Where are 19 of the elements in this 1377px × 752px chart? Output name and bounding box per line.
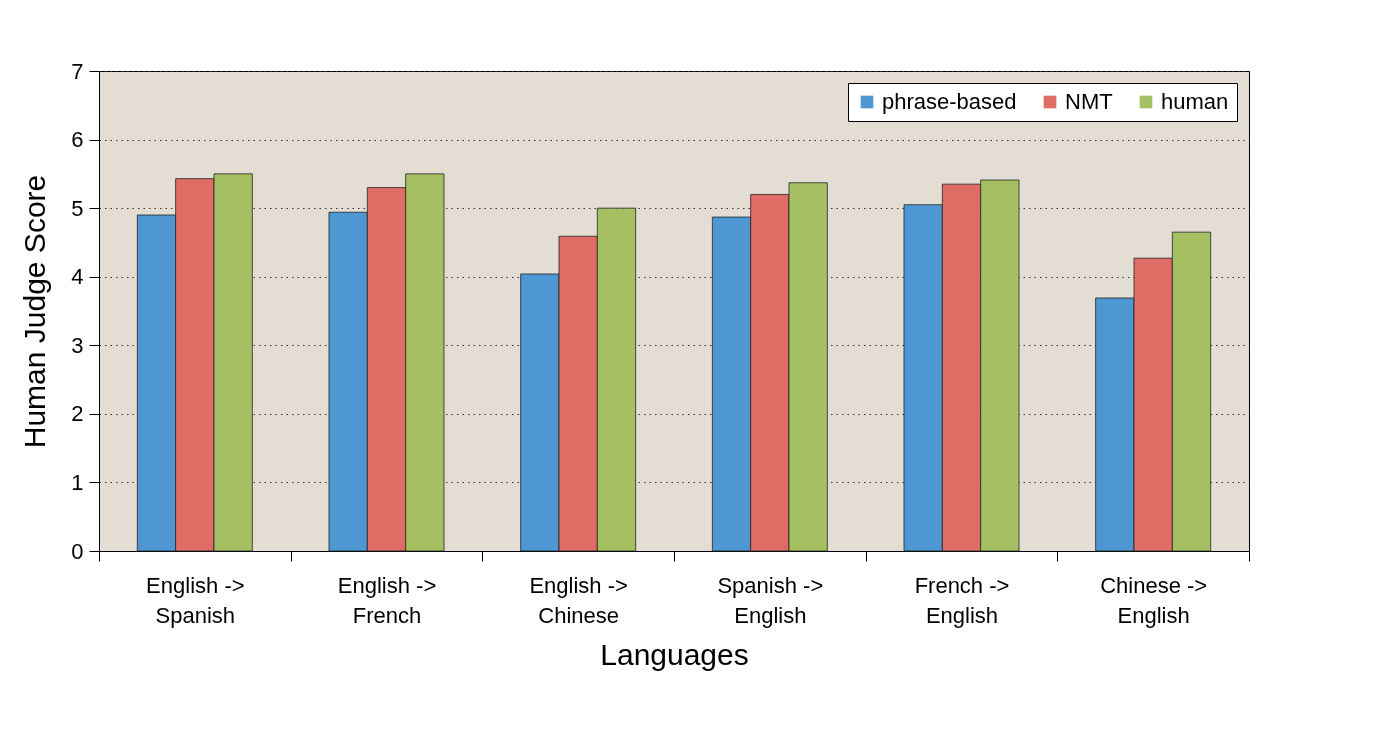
y-tick-label: 3 — [71, 332, 84, 358]
y-tick-label: 7 — [71, 58, 84, 84]
y-tick-label: 2 — [71, 401, 84, 427]
legend-label: NMT — [1065, 89, 1113, 114]
x-tick-label: Chinese -> English — [1100, 572, 1208, 628]
x-tick-label: Spanish -> English — [717, 572, 824, 628]
y-tick-label: 5 — [71, 195, 84, 221]
y-tick-label: 6 — [71, 127, 84, 153]
x-tick-label: French -> English — [914, 572, 1010, 628]
y-axis-title: Human Judge Score — [18, 174, 52, 449]
y-tick-label: 1 — [71, 469, 84, 495]
legend-label: human — [1161, 89, 1229, 114]
x-tick-label: English -> French — [337, 572, 437, 628]
y-tick-label: 4 — [71, 264, 84, 290]
x-axis-title: Languages — [600, 637, 749, 671]
x-tick-label: English -> Spanish — [146, 572, 245, 628]
legend-label: phrase-based — [882, 89, 1017, 114]
x-tick-label: English -> Chinese — [529, 572, 628, 628]
y-tick-label: 0 — [71, 538, 84, 564]
